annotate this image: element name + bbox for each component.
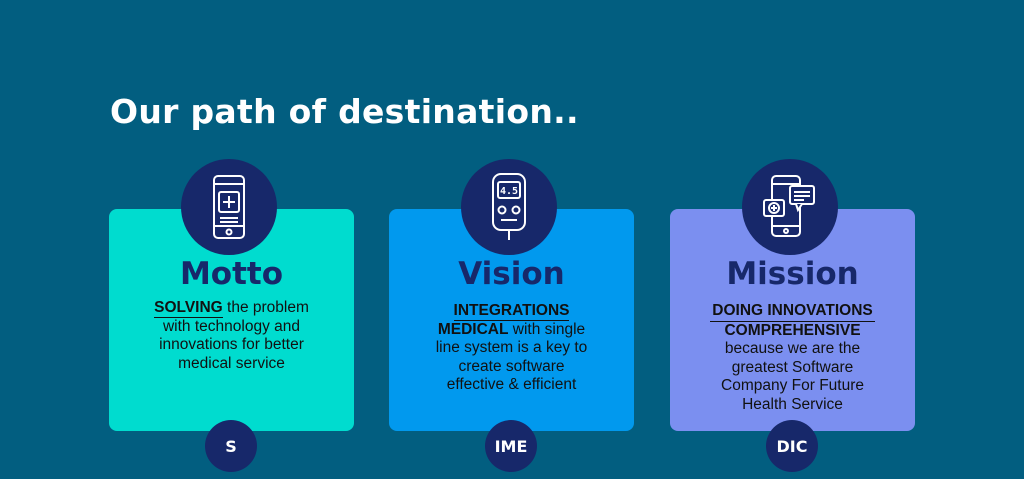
- mission-icon-circle: [742, 159, 838, 255]
- mission-text-line: because we are the: [724, 340, 861, 357]
- motto-text-line: with technology and: [162, 317, 300, 335]
- motto-text-line: medical service: [178, 354, 285, 372]
- telemedicine-chat-icon: [763, 175, 815, 237]
- mission-text-line: Health Service: [742, 395, 843, 413]
- mission-keyword-1: DOING INNOVATIONS: [712, 302, 873, 319]
- vision-text-line: effective & efficient: [446, 376, 577, 393]
- page-title: Our path of destination..: [110, 92, 579, 131]
- motto-text-line: innovations for better: [159, 336, 304, 353]
- svg-text:4.5: 4.5: [500, 186, 518, 197]
- vision-keyword-2: MEDICAL: [437, 320, 509, 338]
- mission-keyword-2: COMPREHENSIVE: [724, 321, 861, 339]
- vision-heading: Vision: [458, 256, 565, 292]
- motto-heading: Motto: [179, 256, 284, 292]
- motto-text-line: the problem: [222, 299, 309, 316]
- motto-badge: S: [205, 420, 257, 472]
- glucometer-icon: 4.5: [492, 173, 526, 240]
- smartphone-medical-icon: [213, 175, 245, 239]
- vision-keyword-1: INTEGRATIONS: [453, 302, 570, 321]
- vision-text-line: line system is a key to: [435, 339, 588, 356]
- motto-keyword: SOLVING: [154, 299, 223, 318]
- vision-text-line: with single: [508, 320, 586, 338]
- vision-icon-circle: 4.5: [461, 159, 557, 255]
- mission-text-line: greatest Software: [731, 358, 854, 376]
- motto-text: SOLVING the problem with technology and …: [109, 299, 354, 373]
- mission-text-line: Company For Future: [721, 377, 864, 394]
- vision-badge: IME: [485, 420, 537, 472]
- mission-heading: Mission: [726, 256, 859, 292]
- vision-text-line: create software: [458, 357, 565, 375]
- mission-text: DOING INNOVATIONS COMPREHENSIVE because …: [670, 302, 915, 414]
- motto-icon-circle: [181, 159, 277, 255]
- vision-text: INTEGRATIONS MEDICAL with single line sy…: [389, 302, 634, 395]
- mission-badge: DIC: [766, 420, 818, 472]
